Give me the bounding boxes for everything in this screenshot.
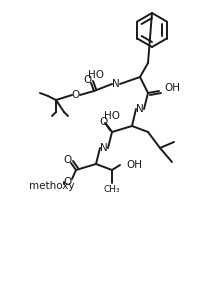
- Text: N: N: [136, 104, 144, 114]
- Text: N: N: [112, 79, 120, 89]
- Text: OH: OH: [126, 160, 142, 170]
- Text: O: O: [72, 90, 80, 100]
- Text: O: O: [100, 117, 108, 127]
- Text: OH: OH: [164, 83, 180, 93]
- Text: HO: HO: [88, 70, 104, 80]
- Text: methoxy: methoxy: [29, 181, 75, 191]
- Text: CH₃: CH₃: [104, 185, 120, 194]
- Text: O: O: [64, 177, 72, 187]
- Text: O: O: [84, 75, 92, 85]
- Text: HO: HO: [104, 111, 120, 121]
- Text: N: N: [100, 143, 108, 153]
- Text: O: O: [64, 155, 72, 165]
